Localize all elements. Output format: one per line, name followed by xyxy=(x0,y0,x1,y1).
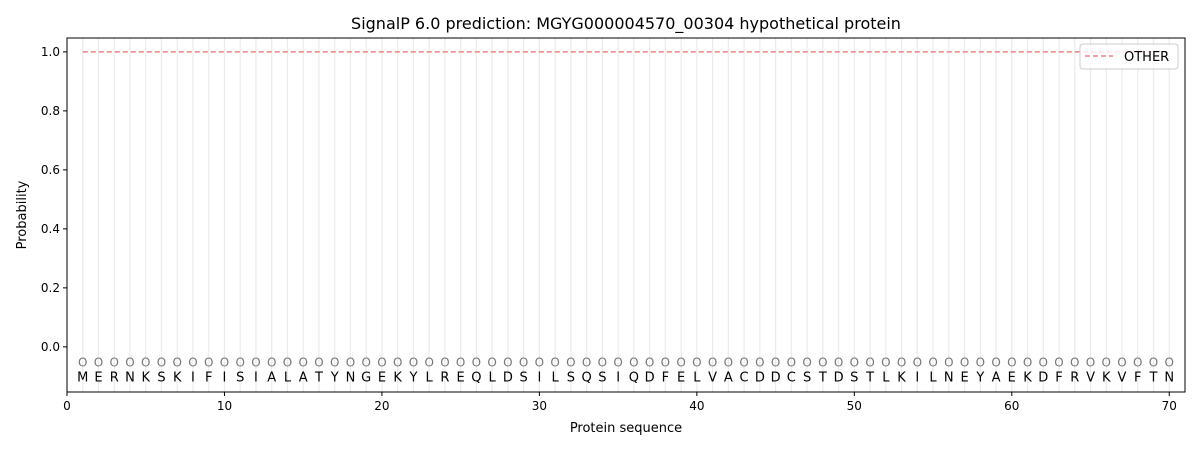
residue-labels: OOOOOOOOOOOOOOOOOOOOOOOOOOOOOOOOOOOOOOOO… xyxy=(77,356,1174,386)
x-axis-ticks: 0 10 20 30 40 50 60 70 xyxy=(63,392,1177,413)
residue-prediction-labels: OOOOOOOOOOOOOOOOOOOOOOOOOOOOOOOOOOOOOOOO… xyxy=(78,356,1174,370)
y-tick-label: 0.4 xyxy=(41,222,60,236)
x-tick-label: 20 xyxy=(374,399,389,413)
legend-box xyxy=(1079,43,1179,70)
x-tick-label: 30 xyxy=(532,399,547,413)
x-axis-label: Protein sequence xyxy=(570,421,682,436)
x-tick-label: 50 xyxy=(847,399,862,413)
y-tick-label: 0.8 xyxy=(41,104,60,118)
grid-lines xyxy=(82,38,1170,392)
y-tick-label: 0.0 xyxy=(41,340,60,354)
x-tick-label: 10 xyxy=(217,399,232,413)
x-tick-label: 0 xyxy=(63,399,71,413)
residue-sequence: MERNKSKIFISIALATYNGEKYLREQLDSILSQSIQDFEL… xyxy=(77,370,1174,385)
plot-frame xyxy=(66,37,1186,393)
x-tick-label: 60 xyxy=(1004,399,1019,413)
y-tick-label: 0.2 xyxy=(41,281,60,295)
y-tick-label: 0.6 xyxy=(41,163,60,177)
y-tick-label: 1.0 xyxy=(41,45,60,59)
x-tick-label: 40 xyxy=(689,399,704,413)
chart-title: SignalP 6.0 prediction: MGYG000004570_00… xyxy=(351,14,901,34)
legend-label-other: OTHER xyxy=(1124,50,1169,65)
y-axis-label: Probability xyxy=(15,180,30,249)
y-axis-ticks: 0.0 0.2 0.4 0.6 0.8 1.0 xyxy=(41,45,67,354)
x-tick-label: 70 xyxy=(1162,399,1177,413)
legend: OTHER xyxy=(1079,43,1179,70)
